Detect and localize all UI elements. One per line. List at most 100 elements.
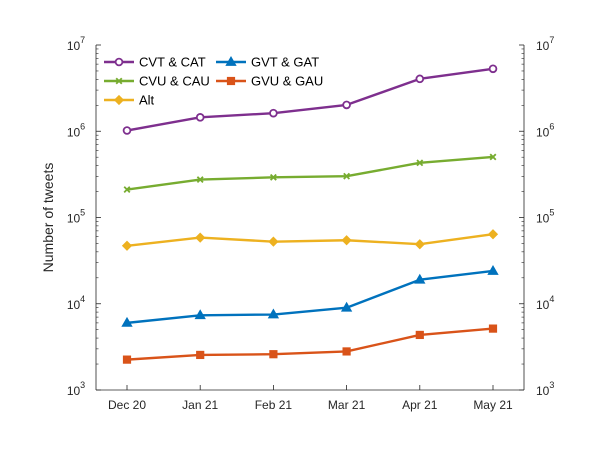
- y-tick-base: 10: [67, 384, 81, 398]
- legend-marker: [113, 94, 125, 106]
- plot-area: [96, 45, 524, 390]
- y-tick-base: 10: [536, 212, 550, 226]
- data-point: [415, 330, 424, 340]
- data-point: [123, 186, 131, 193]
- marker-stroke: [416, 159, 424, 167]
- legend-label: Alt: [139, 93, 155, 108]
- marker-stroke: [196, 176, 204, 184]
- y-tick-exponent: 6: [549, 121, 554, 131]
- x-tick-label: Feb 21: [255, 398, 293, 412]
- y-tick-base: 10: [67, 212, 81, 226]
- data-point: [342, 347, 351, 356]
- y-tick-base: 10: [67, 125, 81, 139]
- x-tick-label: Mar 21: [328, 398, 366, 412]
- series-layer: [121, 64, 499, 364]
- legend: CVT & CAT CVU & CAU Alt GVT & GAT GVU & GAU: [104, 55, 323, 108]
- data-point: [196, 350, 205, 360]
- y-tick-base: 10: [536, 384, 550, 398]
- y-tick-base: 10: [67, 39, 81, 53]
- data-point: [340, 301, 353, 312]
- data-point: [195, 113, 205, 122]
- marker-stroke: [343, 172, 351, 180]
- legend-marker: [225, 55, 237, 66]
- y-tick-label-right: 103: [536, 380, 554, 398]
- series-line: [126, 269, 494, 325]
- y-tick-label-left: 105: [67, 208, 85, 226]
- legend-item: CVU & CAU: [104, 74, 210, 89]
- data-point: [414, 273, 426, 284]
- data-point: [194, 309, 206, 320]
- y-tick-exponent: 4: [549, 294, 554, 304]
- data-point: [121, 316, 133, 327]
- y-tick-exponent: 4: [80, 294, 85, 304]
- data-point: [267, 308, 280, 319]
- y-tick-exponent: 6: [80, 121, 85, 131]
- data-point: [488, 324, 498, 333]
- series-1: [123, 153, 497, 193]
- data-point: [488, 64, 498, 74]
- series-line: [126, 327, 494, 361]
- data-point: [416, 159, 424, 167]
- data-point: [196, 176, 204, 184]
- legend-marker: [114, 57, 124, 67]
- y-tick-base: 10: [536, 298, 550, 312]
- y-tick-exponent: 3: [549, 380, 554, 390]
- data-point: [122, 355, 132, 364]
- legend-label: GVT & GAT: [251, 55, 319, 70]
- y-tick-label-left: 106: [67, 121, 85, 139]
- series-0: [122, 64, 498, 135]
- data-point: [121, 240, 133, 251]
- marker-stroke: [269, 173, 277, 181]
- legend-item: GVU & GAU: [216, 74, 323, 89]
- series-line: [126, 155, 494, 191]
- x-tick-label: Jan 21: [182, 398, 218, 412]
- data-point: [269, 173, 277, 181]
- x-tick-label: Apr 21: [402, 398, 438, 412]
- x-tick-label: Dec 20: [108, 398, 146, 412]
- y-tick-base: 10: [67, 298, 81, 312]
- y-tick-base: 10: [536, 125, 550, 139]
- y-tick-label-right: 104: [536, 294, 554, 312]
- y-axis-label: Number of tweets: [40, 163, 56, 273]
- y-tick-label-right: 105: [536, 208, 554, 226]
- series-4: [122, 324, 498, 364]
- marker-stroke: [123, 186, 131, 193]
- legend-label: GVU & GAU: [251, 74, 323, 89]
- data-point: [269, 108, 278, 118]
- y-tick-base: 10: [536, 39, 550, 53]
- data-point: [268, 236, 279, 247]
- data-point: [487, 264, 499, 275]
- data-point: [489, 153, 497, 161]
- y-tick-exponent: 5: [80, 208, 85, 218]
- data-point: [341, 235, 352, 246]
- legend-label: CVT & CAT: [139, 55, 206, 70]
- legend-marker: [115, 77, 123, 85]
- data-point: [342, 100, 351, 110]
- legend-item: CVT & CAT: [104, 55, 206, 70]
- y-tick-label-left: 107: [67, 35, 85, 53]
- y-tick-exponent: 3: [80, 380, 85, 390]
- series-line: [126, 233, 494, 247]
- series-line: [126, 67, 494, 132]
- data-point: [487, 229, 499, 240]
- data-point: [414, 239, 425, 250]
- marker-stroke: [489, 153, 497, 161]
- data-point: [122, 126, 132, 135]
- series-2: [121, 229, 499, 251]
- legend-marker: [226, 76, 236, 86]
- legend-item: GVT & GAT: [216, 55, 319, 70]
- y-tick-label-left: 104: [67, 294, 85, 312]
- y-tick-exponent: 5: [549, 208, 554, 218]
- data-point: [195, 232, 206, 243]
- y-tick-label-right: 107: [536, 35, 554, 53]
- y-tick-exponent: 7: [549, 35, 554, 45]
- x-tick-label: May 21: [473, 398, 513, 412]
- y-tick-label-right: 106: [536, 121, 554, 139]
- data-point: [415, 74, 425, 84]
- y-tick-label-left: 103: [67, 380, 85, 398]
- legend-label: CVU & CAU: [139, 74, 210, 89]
- data-point: [269, 350, 278, 359]
- legend-item: Alt: [104, 93, 155, 108]
